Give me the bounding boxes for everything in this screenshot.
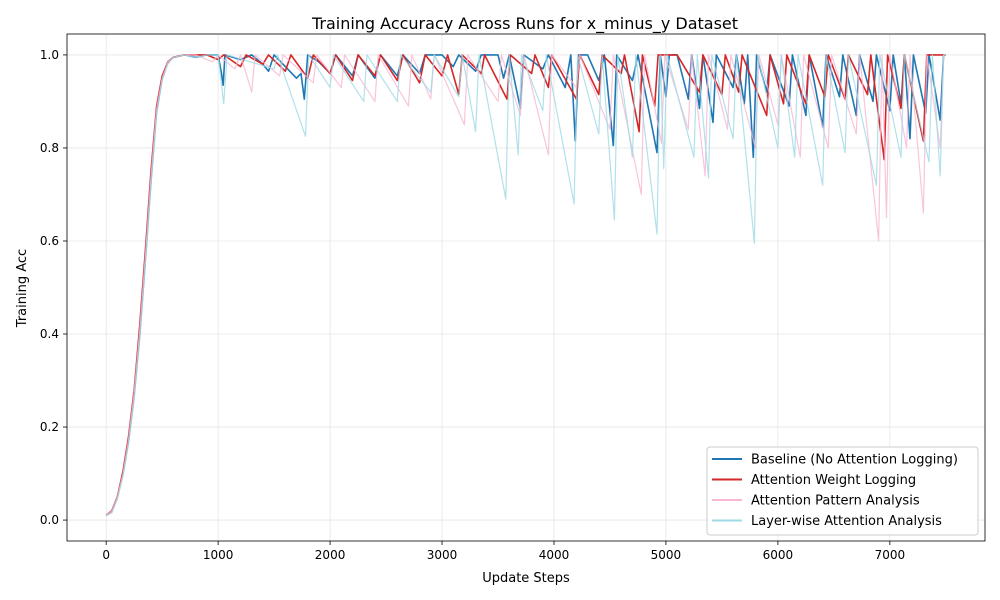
series-line-baseline-no-attention-logging (105, 54, 946, 517)
x-axis-label: Update Steps (482, 571, 570, 586)
legend-label: Attention Weight Logging (751, 473, 916, 488)
x-tick-label: 3000 (427, 548, 458, 562)
series-line-attention-weight-logging (105, 54, 946, 517)
legend-label: Attention Pattern Analysis (751, 494, 920, 509)
y-axis-label: Training Acc (15, 249, 30, 328)
x-tick-label: 6000 (763, 548, 794, 562)
series-line-attention-pattern-analysis (105, 54, 946, 516)
y-tick-label: 0.4 (40, 327, 59, 341)
y-tick-label: 0.2 (40, 420, 59, 434)
y-tick-label: 1.0 (40, 48, 59, 62)
x-tick-label: 0 (102, 548, 110, 562)
series-lines (105, 54, 946, 517)
y-axis-ticks: 0.0 0.2 0.4 0.6 0.8 1.0 (40, 48, 67, 527)
series-line-layer-wise-attention-analysis (105, 54, 946, 516)
x-tick-label: 1000 (203, 548, 234, 562)
legend-label: Baseline (No Attention Logging) (751, 453, 958, 468)
x-tick-label: 7000 (875, 548, 906, 562)
legend-box (706, 446, 979, 536)
legend: Baseline (No Attention Logging) Attention… (706, 446, 979, 536)
x-tick-label: 2000 (315, 548, 346, 562)
plot-area-frame (66, 33, 986, 542)
y-tick-label: 0.8 (40, 141, 59, 155)
x-tick-label: 4000 (539, 548, 570, 562)
legend-label: Layer-wise Attention Analysis (751, 514, 942, 529)
x-tick-label: 5000 (651, 548, 682, 562)
x-axis-ticks: 0 1000 2000 3000 4000 5000 6000 7000 (102, 541, 905, 562)
y-tick-label: 0.0 (40, 513, 59, 527)
y-tick-label: 0.6 (40, 234, 59, 248)
chart-title: Training Accuracy Across Runs for x_minu… (311, 14, 738, 34)
